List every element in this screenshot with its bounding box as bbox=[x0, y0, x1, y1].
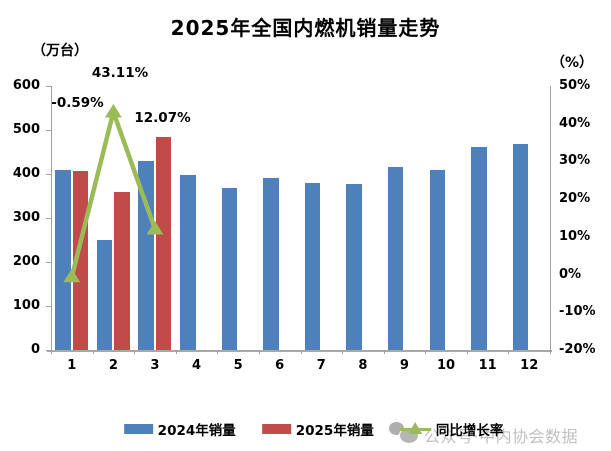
x-axis-label: 11 bbox=[478, 358, 497, 373]
y-axis-tick-mark bbox=[46, 86, 51, 87]
legend-label-2025: 2025年销量 bbox=[295, 423, 374, 439]
legend-line-triangle-marker bbox=[399, 421, 431, 437]
legend-swatch-2025 bbox=[261, 424, 291, 434]
legend-item-2024-sales: 2024年销量 bbox=[123, 419, 236, 439]
x-axis-tick-mark bbox=[258, 350, 260, 354]
x-axis-tick-mark bbox=[466, 350, 468, 354]
x-axis-tick-mark bbox=[217, 350, 219, 354]
bar-2024 bbox=[387, 167, 404, 350]
legend-swatch-2024 bbox=[123, 424, 153, 434]
x-axis-tick-mark bbox=[508, 350, 510, 354]
right-axis-tick-label: 50% bbox=[559, 78, 591, 93]
x-axis-label: 5 bbox=[233, 358, 243, 373]
y-axis-tick-label: 600 bbox=[12, 78, 40, 93]
x-axis-tick-mark bbox=[550, 350, 551, 354]
x-axis-label: 6 bbox=[275, 358, 285, 373]
x-axis-label: 9 bbox=[399, 358, 409, 373]
x-axis-label: 3 bbox=[150, 358, 160, 373]
x-axis-tick-mark bbox=[300, 350, 302, 354]
x-axis-tick-mark bbox=[175, 350, 177, 354]
bar-2024 bbox=[471, 146, 487, 350]
x-axis-tick-mark bbox=[134, 350, 136, 354]
y-axis-tick-mark bbox=[46, 262, 51, 263]
right-axis-tick-label: -20% bbox=[559, 342, 596, 357]
growth-point-label: 12.07% bbox=[134, 110, 191, 126]
x-axis-label: 2 bbox=[108, 358, 118, 373]
growth-point-label: 43.11% bbox=[91, 65, 149, 81]
y-axis-tick-mark bbox=[46, 306, 51, 307]
x-axis-label: 12 bbox=[520, 358, 539, 373]
legend-item-growth-rate: 同比增长率 bbox=[399, 419, 504, 439]
bar-2024 bbox=[512, 144, 529, 350]
y-axis-tick-mark bbox=[46, 174, 51, 175]
x-axis-tick-mark bbox=[51, 350, 52, 354]
legend: 2024年销量 2025年销量 同比增长率 bbox=[123, 419, 504, 439]
bar-2024 bbox=[346, 184, 362, 350]
right-axis-tick-label: 10% bbox=[559, 228, 591, 244]
bar-2024 bbox=[429, 169, 446, 350]
bar-2024 bbox=[180, 174, 196, 350]
x-axis-line bbox=[47, 350, 552, 352]
bar-2024 bbox=[138, 160, 154, 350]
x-axis-label: 7 bbox=[316, 358, 326, 373]
right-axis-unit-label: （%） bbox=[551, 55, 594, 71]
bar-2024 bbox=[96, 240, 113, 350]
chart-title: 2025年全国内燃机销量走势 bbox=[170, 16, 441, 40]
y-axis-tick-label: 300 bbox=[12, 210, 40, 225]
right-axis-line bbox=[550, 86, 551, 351]
growth-point-label: -0.59% bbox=[51, 95, 104, 111]
left-axis-unit-label: （万台） bbox=[32, 43, 88, 59]
y-axis-tick-mark bbox=[46, 350, 51, 351]
x-axis-tick-mark bbox=[92, 350, 94, 354]
right-axis-tick-label: 0% bbox=[559, 266, 582, 282]
legend-item-2025-sales: 2025年销量 bbox=[261, 419, 374, 439]
y-axis-tick-label: 500 bbox=[12, 122, 40, 137]
y-axis-tick-mark bbox=[46, 130, 51, 131]
y-axis-tick-mark bbox=[46, 218, 51, 219]
x-axis-label: 10 bbox=[436, 358, 456, 373]
x-axis-tick-mark bbox=[342, 350, 344, 354]
y-axis-tick-label: 400 bbox=[12, 166, 40, 181]
right-axis-tick-label: 40% bbox=[559, 115, 591, 131]
right-axis-tick-label: 20% bbox=[559, 191, 591, 207]
right-axis-tick-label: 30% bbox=[559, 153, 591, 169]
x-axis-tick-mark bbox=[425, 350, 427, 354]
bar-2024 bbox=[55, 170, 71, 350]
right-axis-tick-label: -10% bbox=[559, 304, 596, 320]
x-axis-tick-mark bbox=[383, 350, 385, 354]
watermark: 公众号·中内协会数据 bbox=[388, 420, 578, 450]
watermark-text: 公众号·中内协会数据 bbox=[424, 427, 579, 446]
x-axis-label: 4 bbox=[192, 358, 202, 373]
x-axis-label: 8 bbox=[358, 358, 368, 373]
bar-2024 bbox=[263, 177, 279, 350]
y-axis-tick-label: 0 bbox=[30, 342, 40, 357]
left-axis-line bbox=[51, 86, 52, 351]
legend-label-growth: 同比增长率 bbox=[435, 423, 504, 439]
bar-2024 bbox=[221, 188, 238, 350]
legend-label-2024: 2024年销量 bbox=[157, 423, 236, 439]
x-axis-label: 1 bbox=[67, 358, 77, 373]
y-axis-tick-label: 200 bbox=[12, 254, 40, 269]
growth-marker bbox=[104, 103, 122, 118]
bar-2024 bbox=[304, 182, 321, 350]
y-axis-tick-label: 100 bbox=[12, 298, 40, 313]
bar-2025 bbox=[155, 137, 172, 350]
bar-2025 bbox=[72, 171, 89, 350]
bar-2025 bbox=[114, 192, 130, 350]
